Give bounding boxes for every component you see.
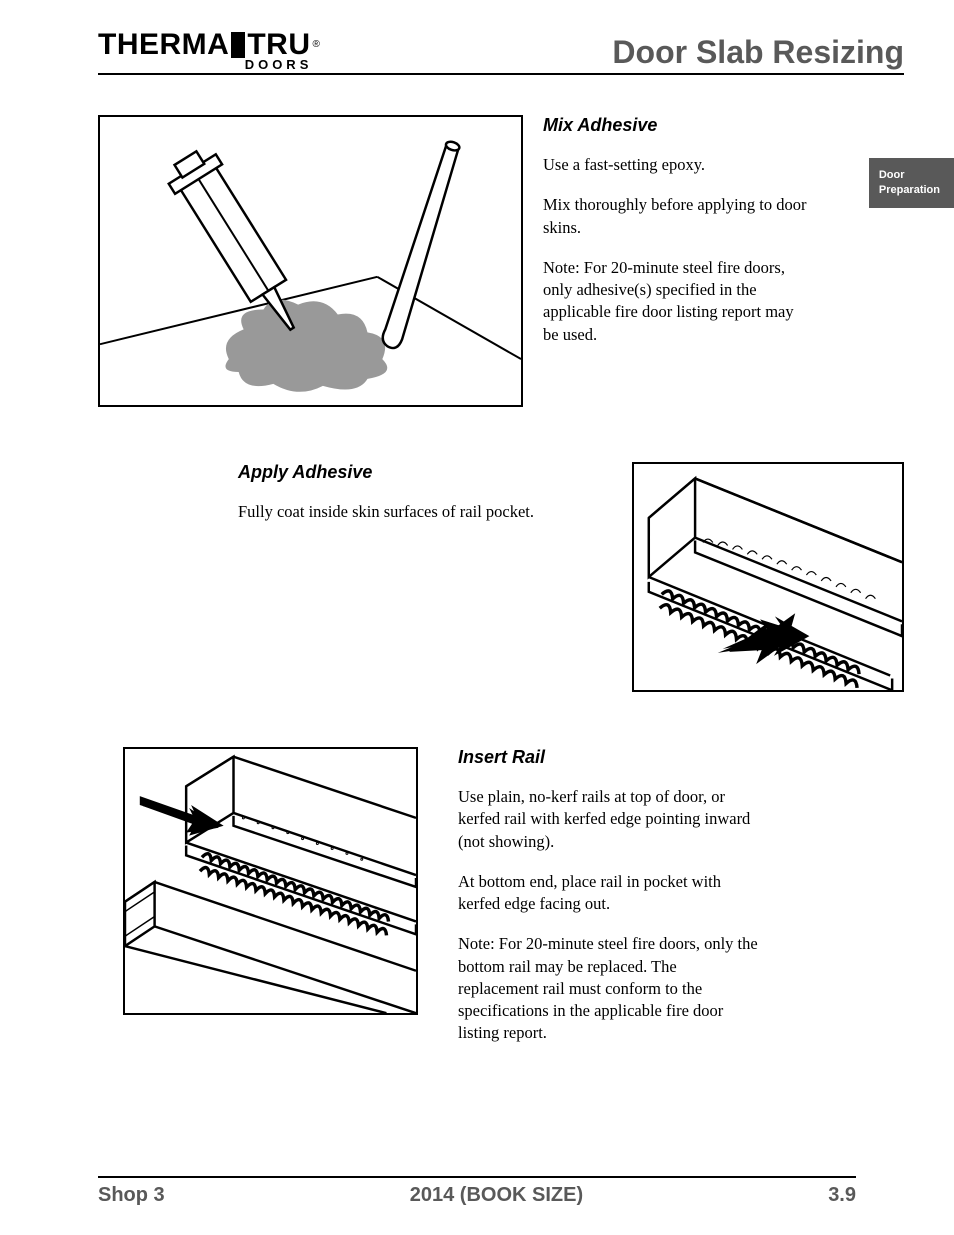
footer-left: Shop 3 [98,1184,165,1207]
tab-line2: Preparation [879,183,940,198]
page-title: Door Slab Resizing [612,34,904,71]
text-mix-adhesive: Mix Adhesive Use a fast-setting epoxy. M… [543,115,904,364]
body-paragraph: Use plain, no-kerf rails at top of door,… [458,786,758,853]
logo-square-icon [231,32,245,58]
section-tab: Door Preparation [869,158,954,208]
logo-text-1: THERMA [98,30,229,60]
illustration-insert-rail [123,747,418,1015]
step-title: Apply Adhesive [238,462,612,483]
illustration-mix-adhesive [98,115,523,407]
footer-right: 3.9 [828,1184,856,1207]
illustration-apply-adhesive [632,462,904,692]
step-title: Mix Adhesive [543,115,904,136]
footer-center: 2014 (BOOK SIZE) [410,1184,583,1207]
page-header: THERMA TRU ® DOORS Door Slab Resizing [98,30,904,75]
body-paragraph: At bottom end, place rail in pocket with… [458,871,758,916]
section-apply-adhesive: Apply Adhesive Fully coat inside skin su… [98,462,904,692]
body-paragraph: Use a fast-setting epoxy. [543,154,813,176]
body-paragraph: Note: For 20-minute steel fire doors, on… [543,257,813,346]
text-apply-adhesive: Apply Adhesive Fully coat inside skin su… [238,462,612,541]
body-paragraph: Fully coat inside skin surfaces of rail … [238,501,578,523]
registered-mark: ® [312,40,320,50]
section-mix-adhesive: Mix Adhesive Use a fast-setting epoxy. M… [98,115,904,407]
text-insert-rail: Insert Rail Use plain, no-kerf rails at … [448,747,904,1063]
logo-text-2: TRU [247,30,310,60]
section-insert-rail: Insert Rail Use plain, no-kerf rails at … [98,747,904,1063]
body-paragraph: Mix thoroughly before applying to door s… [543,194,813,239]
tab-line1: Door [879,168,940,183]
page-footer: Shop 3 2014 (BOOK SIZE) 3.9 [98,1176,856,1207]
step-title: Insert Rail [458,747,904,768]
brand-logo: THERMA TRU ® DOORS [98,30,320,71]
body-paragraph: Note: For 20-minute steel fire doors, on… [458,933,758,1044]
